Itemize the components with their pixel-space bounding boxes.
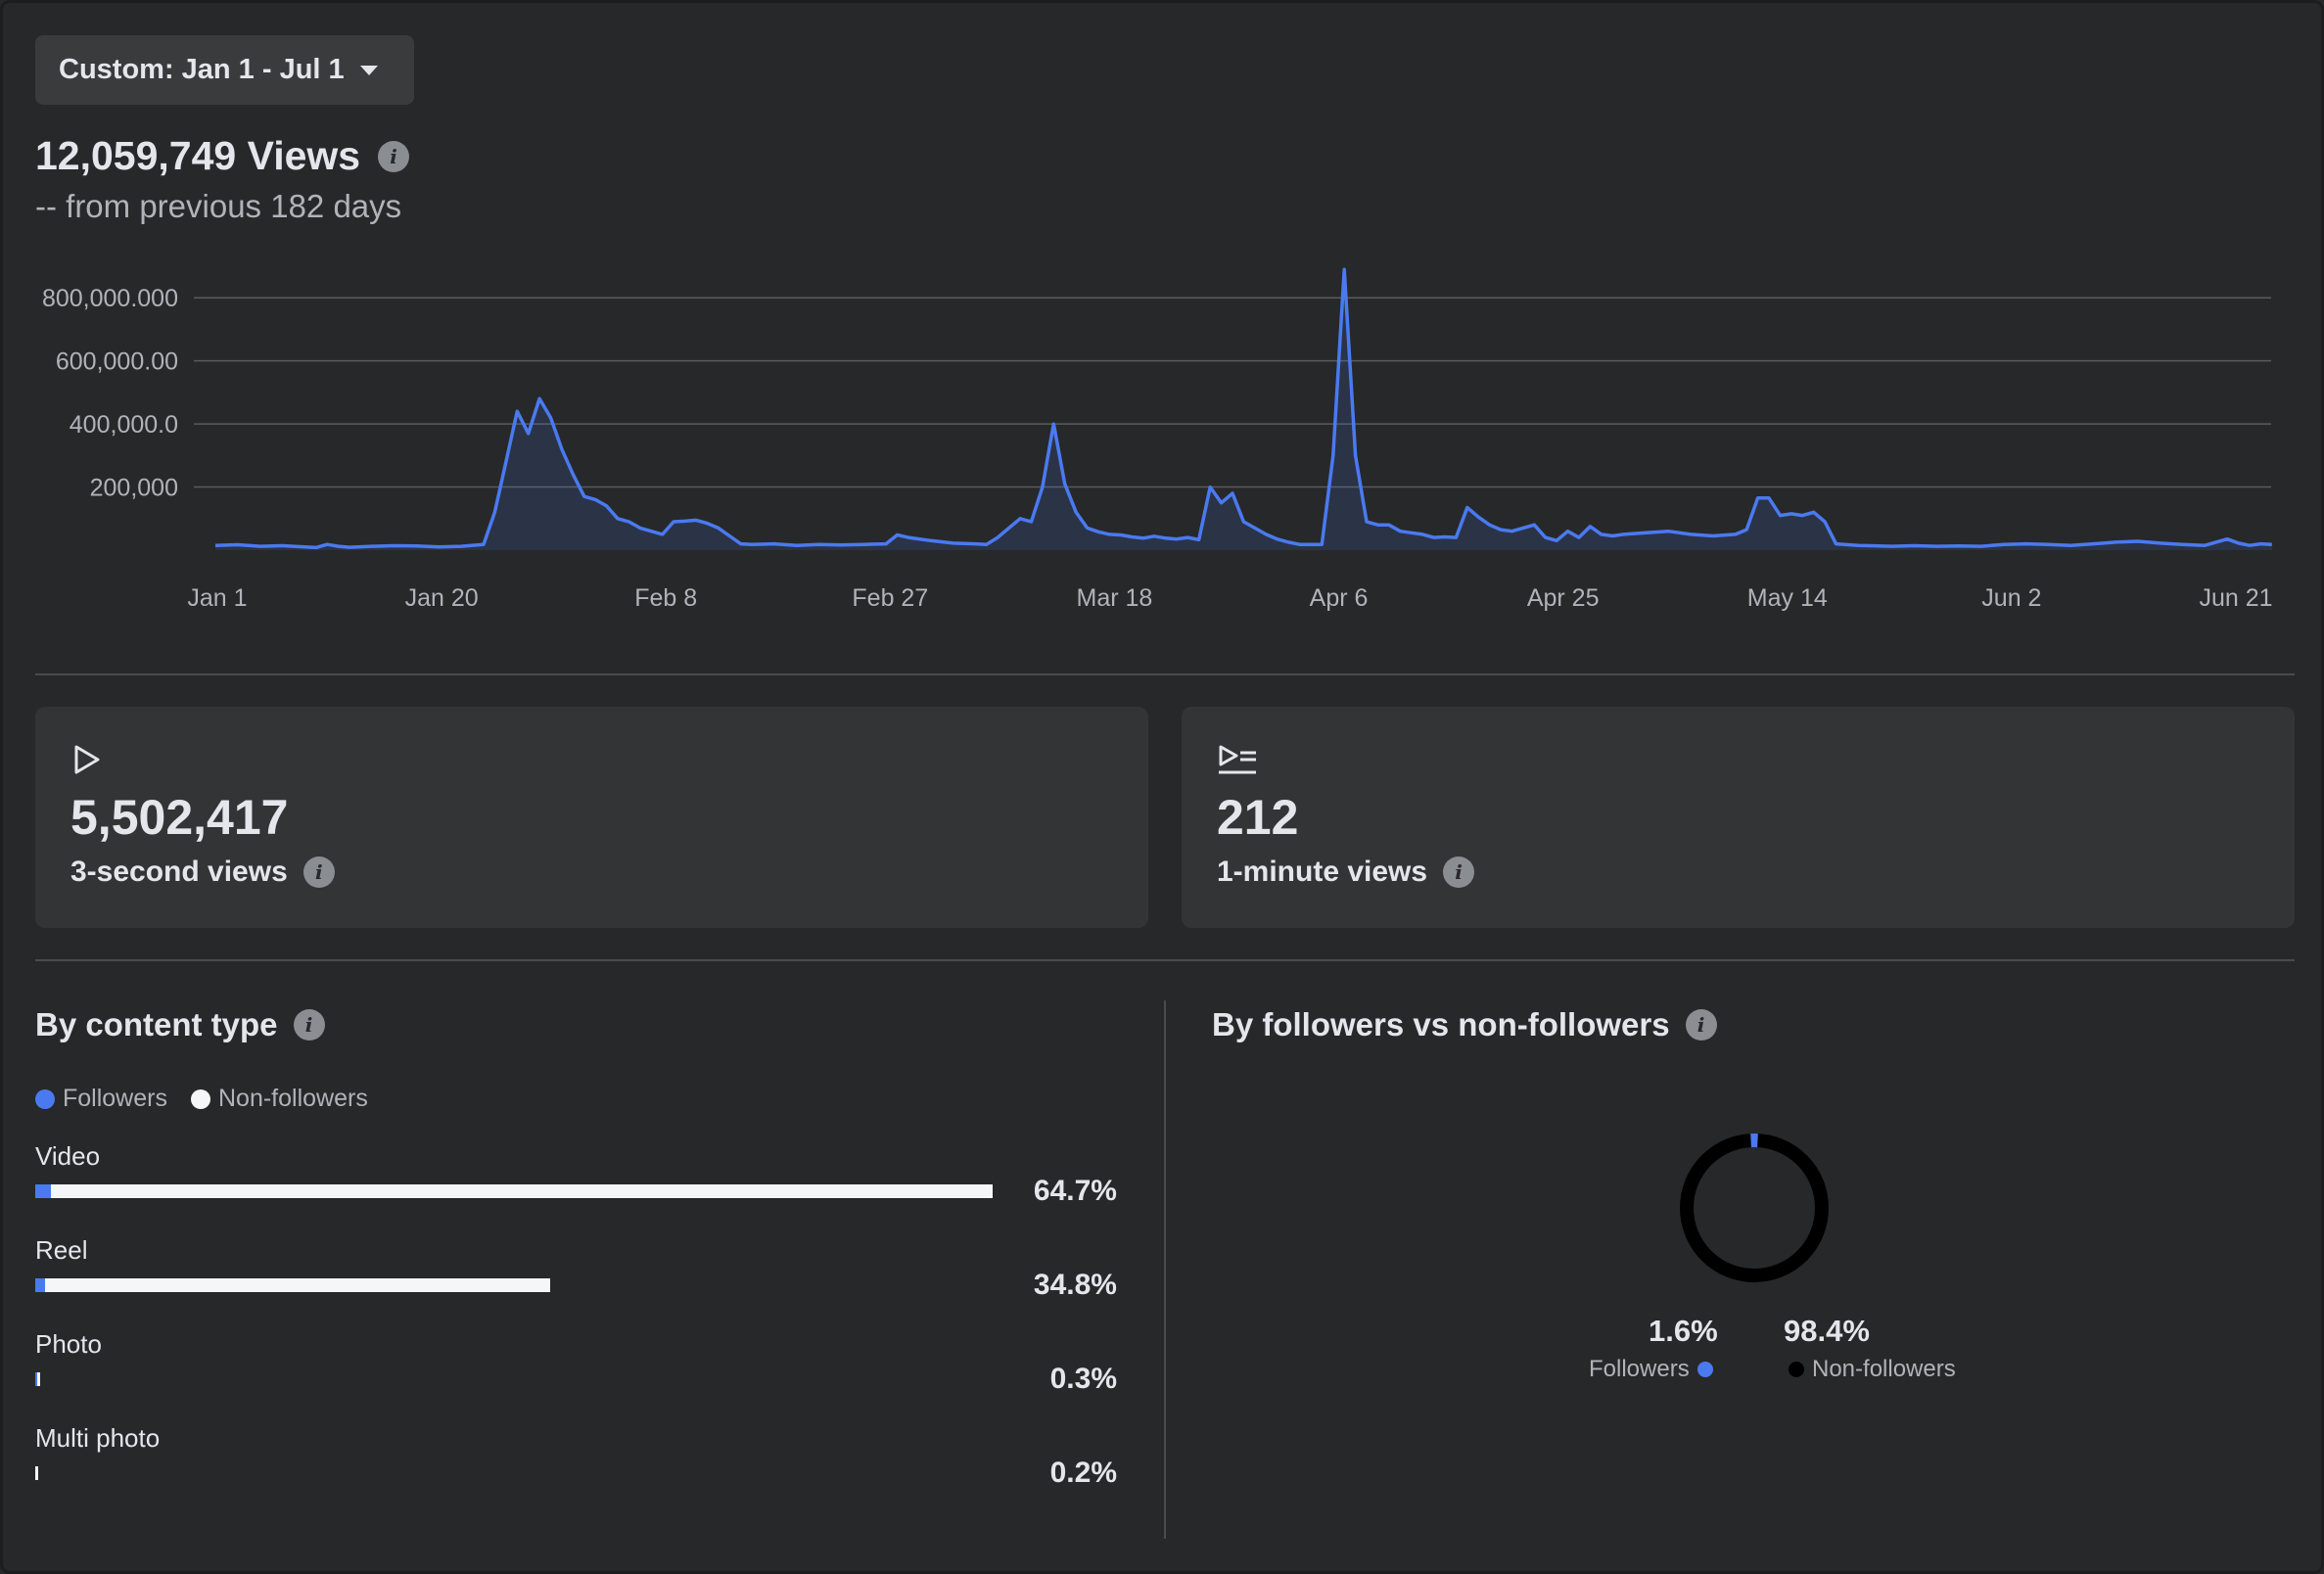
section-divider (35, 673, 2295, 675)
y-tick-label: 400,000.0 (70, 411, 178, 439)
x-tick-label: Mar 18 (1077, 584, 1153, 612)
legend-label: Non-followers (217, 1085, 368, 1112)
x-tick-label: Apr 6 (1310, 584, 1369, 612)
bar-non-followers (35, 1278, 551, 1292)
y-tick-label: 600,000.00 (56, 348, 178, 376)
non-followers-dot-icon (1789, 1362, 1804, 1377)
stat-card-3-second-views: 5,502,417 3-second views i (35, 707, 1148, 928)
stat-value: 5,502,417 (70, 790, 289, 845)
bar-non-followers (35, 1184, 993, 1198)
content-type-pct: 34.8% (1033, 1269, 1117, 1301)
non-followers-label: Non-followers (1812, 1356, 1956, 1382)
info-icon[interactable]: i (1685, 1009, 1717, 1041)
followers-legend: Followers (1589, 1356, 1713, 1383)
info-icon[interactable]: i (1443, 856, 1475, 888)
total-views-value: 12,059,749 Views (35, 133, 361, 178)
info-icon[interactable]: i (378, 140, 410, 172)
non-followers-dot-icon (190, 1088, 210, 1109)
content-type-row-reel[interactable]: Reel 34.8% (35, 1235, 1117, 1314)
content-type-name: Video (35, 1141, 101, 1171)
play-icon (70, 744, 102, 780)
x-tick-label: Jan 20 (405, 584, 479, 612)
non-followers-pct: 98.4% (1784, 1314, 1870, 1348)
y-tick-label: 200,000 (90, 475, 178, 502)
followers-split-title: By followers vs non-followers (1212, 1006, 1670, 1042)
content-type-row-multi-photo[interactable]: Multi photo 0.2% (35, 1423, 1117, 1502)
bar-non-followers (35, 1372, 40, 1386)
total-views-heading: 12,059,749 Views i (35, 133, 410, 179)
stat-value: 212 (1217, 790, 1299, 845)
legend-label: Followers (63, 1085, 167, 1112)
legend-item-non-followers: Non-followers (190, 1085, 368, 1113)
followers-label: Followers (1589, 1356, 1690, 1382)
views-comparison: -- from previous 182 days (35, 188, 402, 224)
followers-pct: 1.6% (1649, 1314, 1718, 1348)
non-followers-legend: Non-followers (1789, 1356, 1956, 1383)
bar-followers (35, 1278, 45, 1292)
followers-donut-chart (1680, 1134, 1829, 1282)
content-type-title-row: By content type i (35, 1006, 325, 1043)
x-tick-label: Apr 25 (1527, 584, 1600, 612)
stat-label: 1-minute views (1217, 856, 1428, 888)
x-tick-label: Feb 8 (634, 584, 697, 612)
content-type-pct: 0.3% (1049, 1363, 1117, 1395)
chevron-down-icon (359, 65, 378, 75)
stat-card-1-minute-views: 212 1-minute views i (1182, 707, 2295, 928)
donut-non-followers-segment[interactable] (1680, 1134, 1829, 1282)
content-type-legend: Followers Non-followers (35, 1085, 392, 1113)
chart-series-line[interactable] (214, 267, 2272, 550)
content-type-name: Reel (35, 1235, 88, 1265)
y-tick-label: 800,000.000 (42, 285, 178, 312)
bar-followers (35, 1184, 51, 1198)
x-tick-label: Jun 2 (1981, 584, 2041, 612)
info-icon[interactable]: i (293, 1009, 325, 1041)
chart-area-fill (215, 269, 2272, 550)
content-type-name: Multi photo (35, 1423, 161, 1453)
x-tick-label: May 14 (1747, 584, 1828, 612)
content-type-name: Photo (35, 1329, 102, 1359)
content-type-row-video[interactable]: Video 64.7% (35, 1141, 1117, 1220)
x-tick-label: Jun 21 (2199, 584, 2272, 612)
date-range-dropdown[interactable]: Custom: Jan 1 - Jul 1 (35, 35, 414, 105)
x-tick-label: Jan 1 (187, 584, 247, 612)
stat-label-row: 1-minute views i (1217, 856, 1475, 889)
followers-dot-icon (35, 1088, 55, 1109)
followers-split-title-row: By followers vs non-followers i (1212, 1006, 1717, 1043)
date-range-label: Custom: Jan 1 - Jul 1 (59, 54, 345, 85)
bar-non-followers (35, 1466, 39, 1480)
donut-followers-segment[interactable] (1680, 1134, 1829, 1282)
play-list-icon (1217, 744, 1258, 780)
content-type-pct: 0.2% (1049, 1457, 1117, 1489)
column-divider (1164, 1000, 1166, 1539)
content-type-pct: 64.7% (1033, 1175, 1117, 1207)
stat-label: 3-second views (70, 856, 288, 888)
content-type-row-photo[interactable]: Photo 0.3% (35, 1329, 1117, 1408)
stat-label-row: 3-second views i (70, 856, 335, 889)
content-type-title: By content type (35, 1006, 278, 1042)
followers-dot-icon (1697, 1362, 1713, 1377)
x-tick-label: Feb 27 (852, 584, 928, 612)
views-line-chart: 200,000 400,000.0 600,000.00 800,000.000 Ja… (42, 267, 2273, 612)
bar-followers (35, 1372, 38, 1386)
legend-item-followers: Followers (35, 1085, 167, 1113)
section-divider (35, 959, 2295, 961)
info-icon[interactable]: i (302, 856, 335, 888)
